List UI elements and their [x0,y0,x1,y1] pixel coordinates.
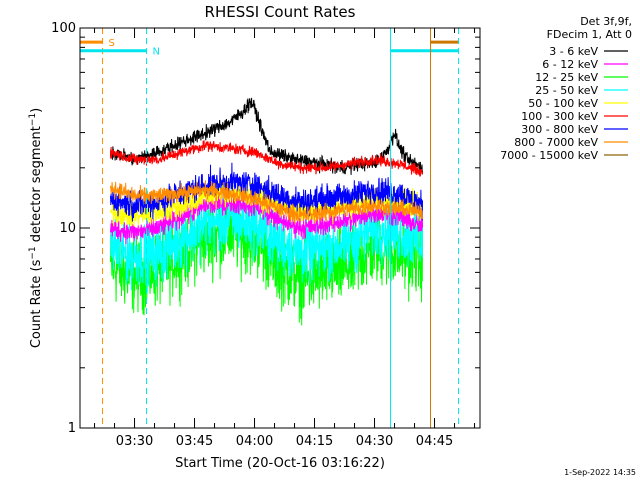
legend-entry-label: 3 - 6 keV [549,45,598,58]
y-axis-label-sup1: −1 [28,246,38,259]
y-axis-label-mid: detector segment [29,126,44,246]
series-line-100-300kev [110,140,423,177]
chart-title: RHESSI Count Rates [205,3,356,21]
legend-entry-label: 6 - 12 keV [542,58,598,71]
legend-entry-label: 100 - 300 keV [521,110,598,123]
x-tick-label: 03:45 [176,434,213,449]
x-axis-label: Start Time (20-Oct-16 03:16:22) [175,456,385,471]
x-tick-label: 04:15 [296,434,333,449]
y-tick-label: 1 [68,421,76,436]
x-tick-label: 03:30 [116,434,153,449]
series-layer [110,97,423,326]
legend-header-1: Det 3f,9f, [580,15,632,28]
y-axis-label-end: ) [29,108,44,113]
legend-entry-label: 25 - 50 keV [535,84,598,97]
y-axis-label-main: Count Rate (s [29,259,44,348]
y-axis-label: Count Rate (s−1 detector segment−1) [28,108,44,348]
marker-label-n: N [153,47,160,58]
legend-entry-label: 800 - 7000 keV [514,136,598,149]
x-tick-label: 04:45 [416,434,453,449]
legend-entry-label: 7000 - 15000 keV [500,149,598,162]
x-tick-label: 04:00 [236,434,273,449]
x-tick-label: 04:30 [356,434,393,449]
x-axis: 03:30 03:45 04:00 04:15 04:30 04:45 [94,28,476,449]
series-line-25-50kev [110,183,423,293]
y-tick-label: 10 [59,221,76,236]
y-tick-label: 100 [51,21,76,36]
legend-header-2: FDecim 1, Att 0 [547,28,632,41]
series-line-800-7000kev [110,180,423,224]
marker-label-s: S [109,38,115,49]
y-axis: 1 10 100 [51,21,480,436]
legend-entry-label: 12 - 25 keV [535,71,598,84]
timestamp: 1-Sep-2022 14:35 [564,468,636,477]
legend-entry-label: 50 - 100 keV [528,97,598,110]
y-axis-label-sup2: −1 [28,113,38,126]
legend-entry-label: 300 - 800 keV [521,123,598,136]
